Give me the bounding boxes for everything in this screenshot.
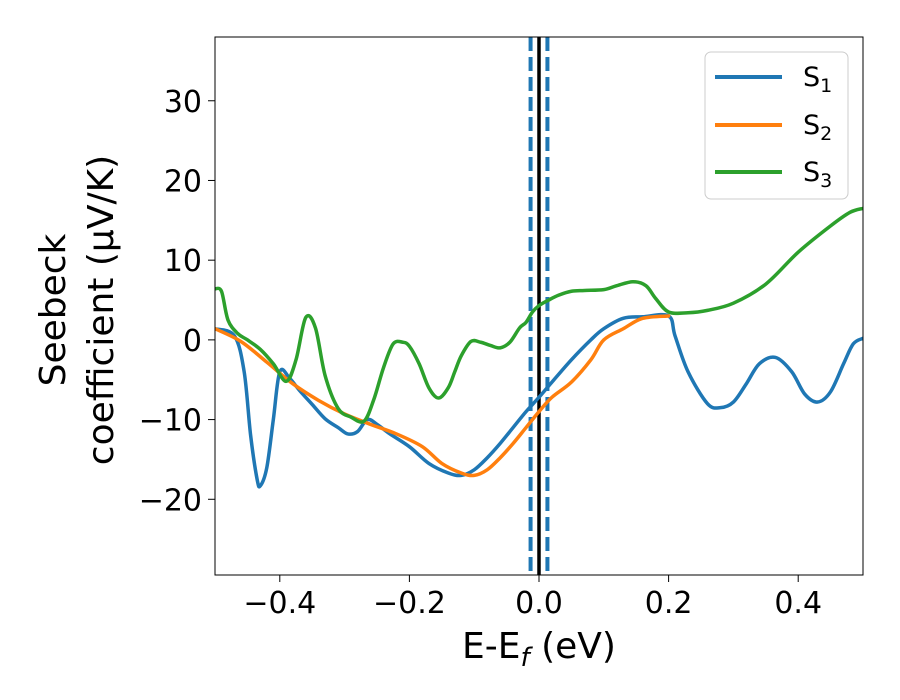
series-line-s1 [215, 312, 863, 489]
x-tick-label: 0.4 [774, 586, 822, 621]
x-axis-ticks: −0.4 −0.2 0.0 0.2 0.4 [243, 575, 822, 621]
legend-entry-s3: S3 [715, 157, 832, 192]
series-line-s2 [215, 314, 671, 478]
y-axis-label-line1: Seebeck [33, 233, 74, 386]
x-tick-label: −0.2 [373, 586, 446, 621]
y-axis-label-line2: coefficient (μV/K) [81, 155, 122, 465]
legend-label-s1: S1 [803, 62, 832, 97]
y-tick-label: −10 [139, 404, 202, 439]
x-axis-label-base: E-E [462, 626, 520, 667]
y-tick-label: 20 [164, 164, 202, 199]
x-tick-label: −0.4 [243, 586, 316, 621]
y-tick-label: 0 [183, 324, 202, 359]
y-axis-label: Seebeck coefficient (μV/K) [33, 155, 122, 465]
x-tick-label: 0.0 [515, 586, 563, 621]
x-tick-label: 0.2 [645, 586, 693, 621]
series-line-s3 [215, 206, 863, 424]
legend-label-s2: S2 [803, 110, 832, 145]
x-axis-label-unit: (eV) [530, 626, 616, 667]
x-axis-label: E-Ef (eV) [462, 626, 616, 673]
y-axis-ticks: −20 −10 0 10 20 30 [139, 85, 215, 518]
y-tick-label: 30 [164, 85, 202, 120]
y-tick-label: 10 [164, 244, 202, 279]
legend-entry-s2: S2 [715, 110, 832, 145]
y-tick-label: −20 [139, 483, 202, 518]
legend-label-s3: S3 [803, 157, 832, 192]
legend-entry-s1: S1 [715, 62, 832, 97]
series-lines [215, 206, 863, 489]
legend: S1 S2 S3 [704, 51, 849, 200]
